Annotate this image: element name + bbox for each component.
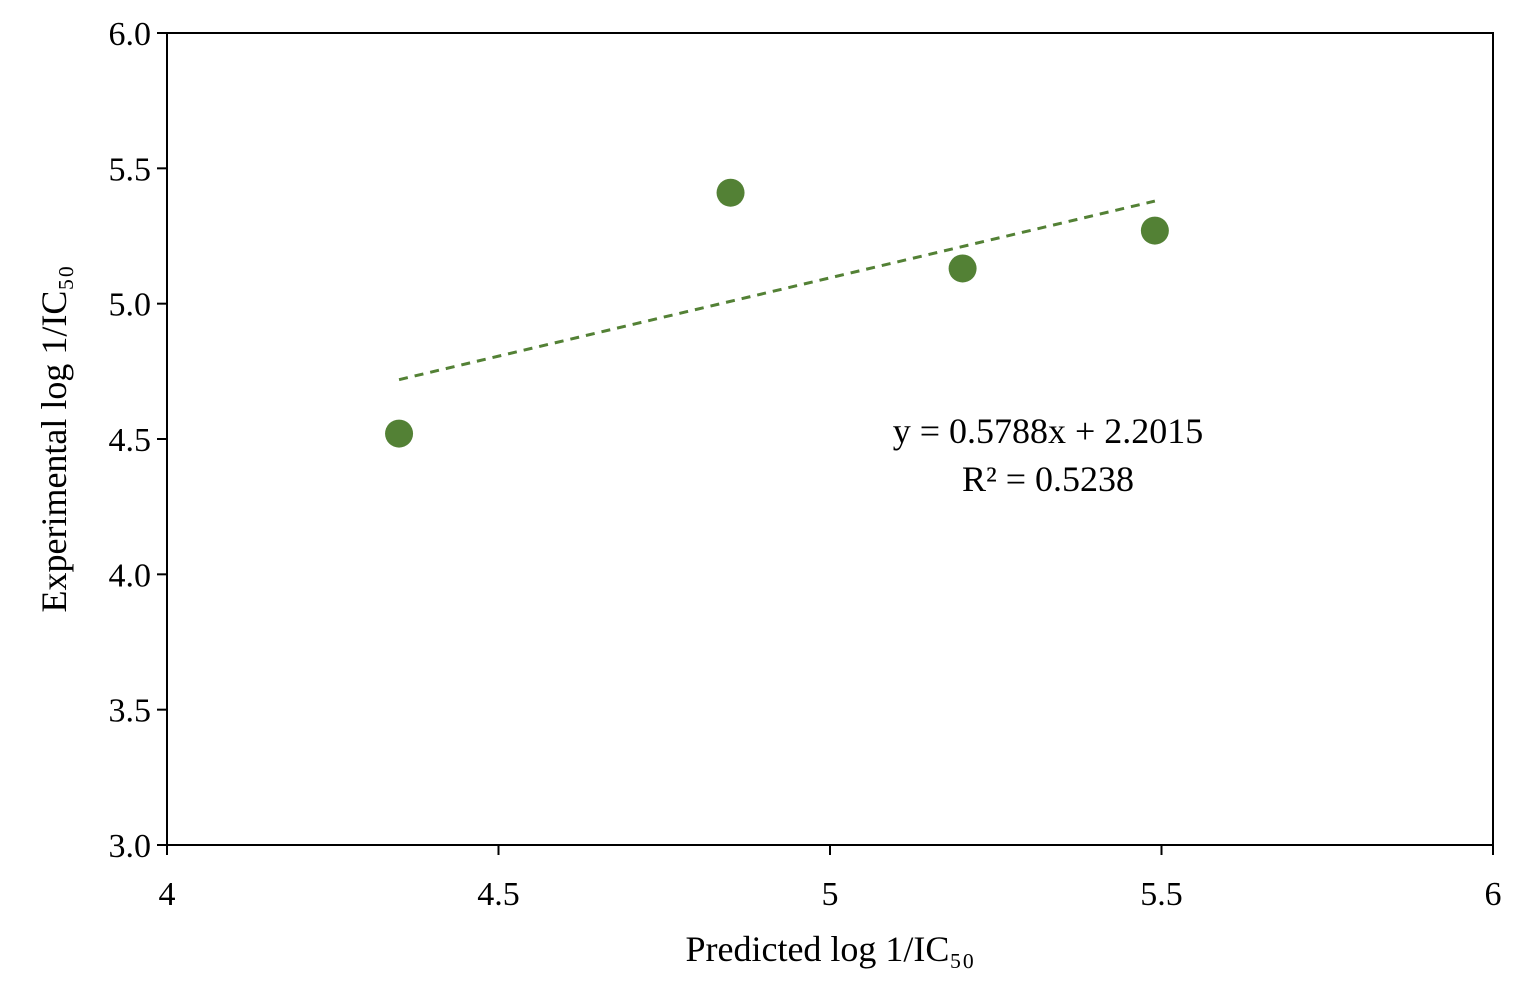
y-tick-label: 4.0 (109, 557, 152, 594)
x-tick-label: 5.5 (1140, 876, 1183, 913)
x-tick-label: 6 (1485, 876, 1502, 913)
x-axis-ticks: 4 4.5 5 5.5 6 (159, 845, 1502, 913)
y-axis-title: Experimental log 1/IC₅₀ (34, 265, 74, 612)
y-tick-label: 3.0 (109, 828, 152, 865)
trendline-group (398, 199, 1156, 382)
plot-area-frame (166, 32, 1494, 846)
x-tick-label: 4 (159, 876, 176, 913)
data-points (385, 178, 1169, 448)
x-tick-label: 5 (822, 876, 839, 913)
trendline (398, 199, 1156, 382)
y-tick-label: 5.5 (109, 151, 152, 188)
x-tick-label: 4.5 (477, 876, 520, 913)
y-tick-label: 4.5 (109, 422, 152, 459)
y-tick-label: 6.0 (109, 16, 152, 53)
data-point (948, 254, 977, 283)
data-point (385, 419, 414, 448)
trendline-equation: y = 0.5788x + 2.2015 (893, 411, 1204, 451)
data-point (716, 178, 745, 207)
trendline-r-squared: R² = 0.5238 (962, 459, 1134, 499)
x-axis-title: Predicted log 1/IC₅₀ (685, 929, 974, 969)
y-tick-label: 5.0 (109, 287, 152, 324)
data-point (1140, 216, 1169, 245)
y-tick-label: 3.5 (109, 693, 152, 730)
y-axis-ticks: 3.0 3.5 4.0 4.5 5.0 5.5 6.0 (109, 16, 167, 865)
